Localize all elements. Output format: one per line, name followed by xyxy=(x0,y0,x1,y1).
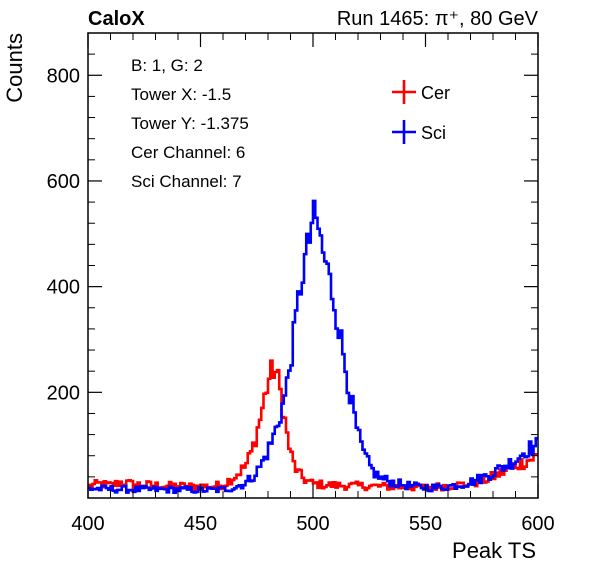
x-tick-label: 600 xyxy=(521,513,554,535)
series-layer xyxy=(88,199,538,495)
x-axis-title: Peak TS xyxy=(452,538,536,563)
x-tick-label: 550 xyxy=(409,513,442,535)
y-tick-label: 600 xyxy=(47,171,80,193)
legend: Cer Sci xyxy=(392,80,450,144)
x-tick-label: 400 xyxy=(71,513,104,535)
y-axis-title: Counts xyxy=(2,33,27,103)
header-left-label: CaloX xyxy=(88,8,145,30)
plot-frame xyxy=(87,32,539,499)
ticks-layer: 400 450 500 550 600 200 400 600 800 xyxy=(47,33,555,535)
info-line-4: Cer Channel: 6 xyxy=(131,143,245,162)
legend-sci-label: Sci xyxy=(421,123,446,143)
series-cer-line xyxy=(88,359,538,492)
info-line-2: Tower X: -1.5 xyxy=(131,85,231,104)
header-right-label: Run 1465: π⁺, 80 GeV xyxy=(337,8,539,30)
y-tick-label: 200 xyxy=(47,382,80,404)
info-line-3: Tower Y: -1.375 xyxy=(131,114,249,133)
info-line-5: Sci Channel: 7 xyxy=(131,172,242,191)
x-tick-label: 450 xyxy=(184,513,217,535)
series-sci-line xyxy=(88,199,538,495)
x-tick-label: 500 xyxy=(296,513,329,535)
info-line-1: B: 1, G: 2 xyxy=(131,56,203,75)
legend-cer-label: Cer xyxy=(421,83,450,103)
y-tick-label: 800 xyxy=(47,65,80,87)
info-box: B: 1, G: 2 Tower X: -1.5 Tower Y: -1.375… xyxy=(131,56,249,191)
y-tick-label: 400 xyxy=(47,277,80,299)
